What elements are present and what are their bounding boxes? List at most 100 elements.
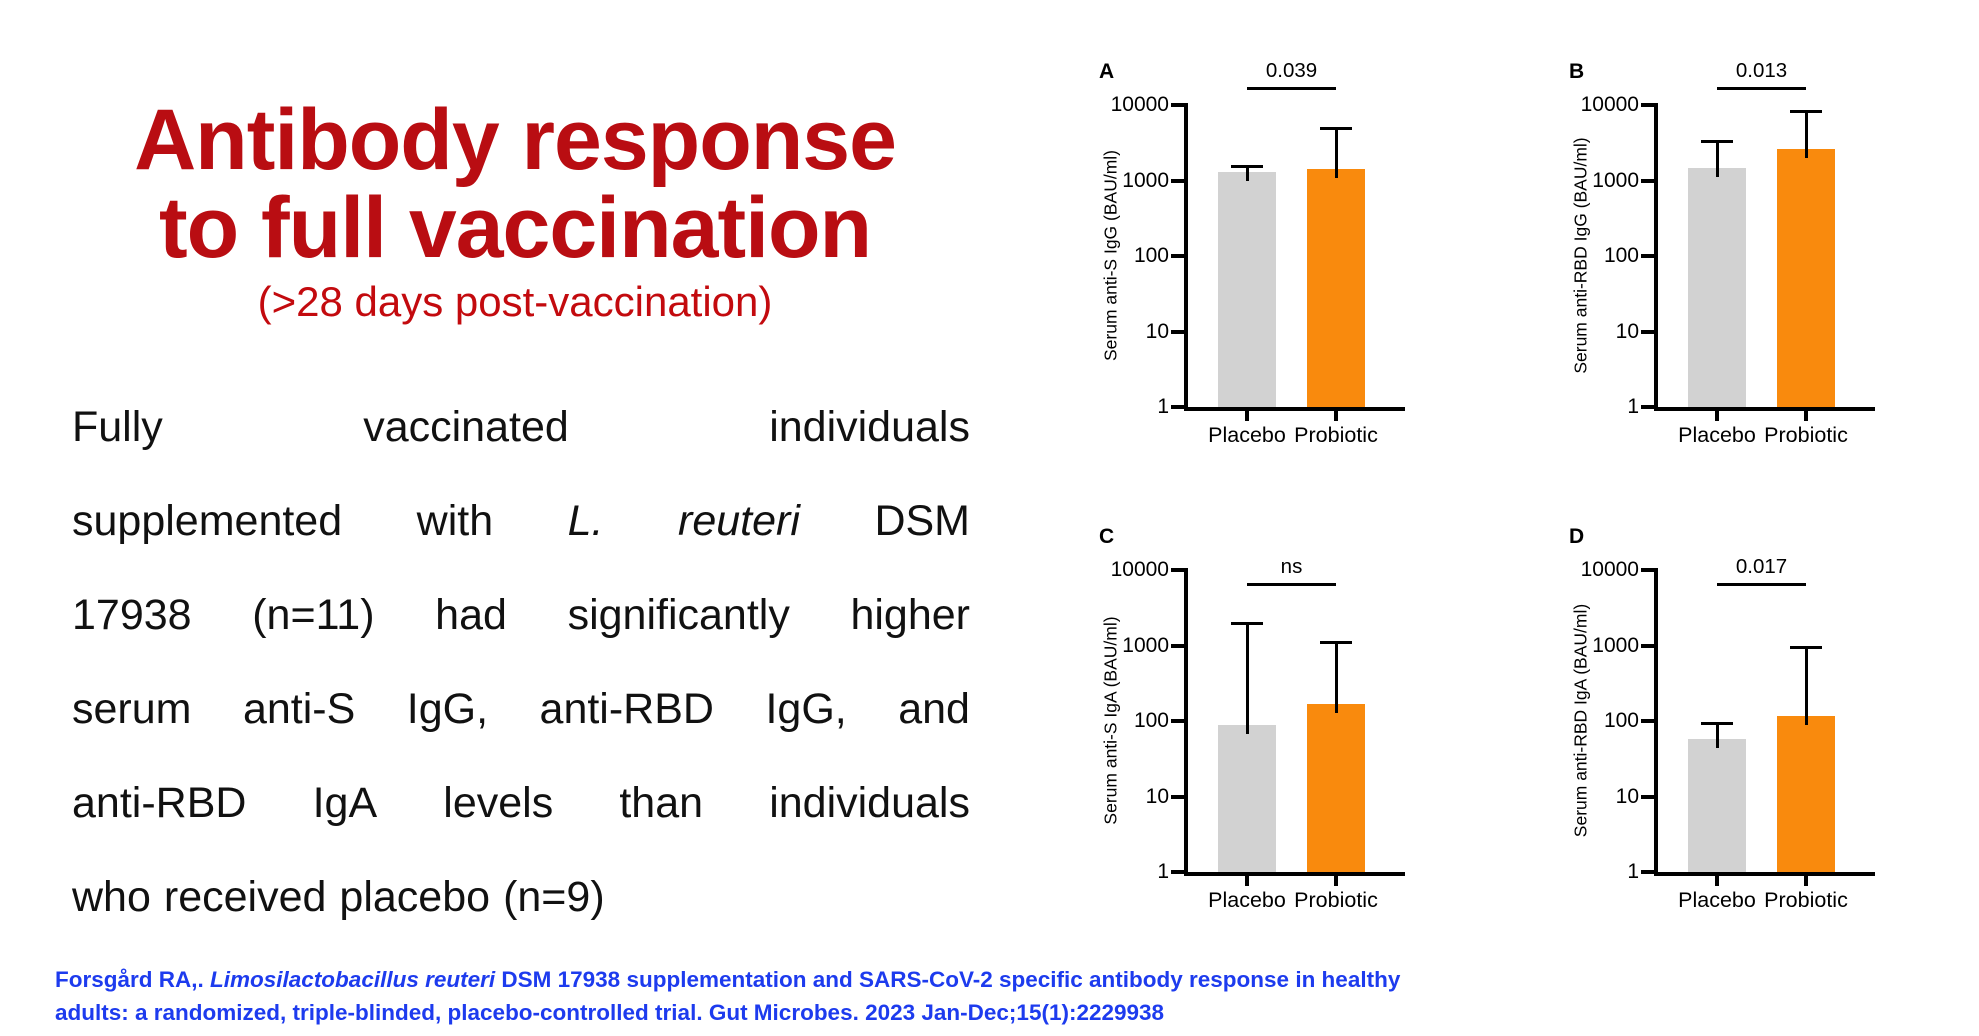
- paragraph-word: had: [435, 590, 507, 639]
- error-bar-cap: [1231, 165, 1263, 169]
- slide-title-line2: to full vaccination: [158, 180, 872, 276]
- y-axis-title: Serum anti-S IgG (BAU/ml): [1100, 149, 1121, 362]
- significance-label: 0.017: [1735, 555, 1788, 578]
- y-tick: [1641, 254, 1654, 258]
- paragraph-line: anti-RBD IgA levels than individuals: [72, 756, 970, 850]
- x-tick: [1804, 876, 1808, 886]
- y-tick: [1641, 794, 1654, 799]
- y-axis: [1184, 568, 1188, 876]
- paragraph-word: anti-RBD: [72, 778, 247, 827]
- paragraph-word: (n=9): [503, 872, 605, 921]
- paragraph-word: placebo: [339, 872, 491, 921]
- y-tick-label: 1: [1157, 860, 1169, 883]
- paragraph-word: serum: [72, 684, 192, 733]
- paragraph-word: IgA: [312, 778, 378, 827]
- y-tick: [1171, 719, 1184, 723]
- paragraph-word: 17938: [72, 590, 192, 639]
- citation-text: Forsgård RA,.: [55, 967, 211, 992]
- paragraph-word: anti-RBD: [539, 684, 714, 733]
- y-tick: [1641, 568, 1654, 572]
- error-bar-stem: [1245, 166, 1249, 181]
- significance-bracket: [1717, 87, 1806, 90]
- y-tick: [1641, 405, 1654, 409]
- y-tick-label: 100: [1133, 244, 1169, 267]
- bar-placebo: [1688, 738, 1746, 872]
- bar-probiotic: [1307, 703, 1365, 872]
- y-tick: [1171, 254, 1184, 258]
- chart-panel-c: C 1 10 100 1000 10000 Serum anti-S IgA (BAU/ml…: [1095, 503, 1435, 953]
- y-tick: [1641, 643, 1654, 648]
- x-category-label: Placebo: [1208, 888, 1286, 912]
- error-bar-cap: [1790, 109, 1822, 113]
- y-tick: [1641, 178, 1654, 183]
- significance-label: ns: [1280, 555, 1303, 578]
- x-axis: [1654, 872, 1875, 876]
- y-tick: [1171, 178, 1184, 183]
- y-tick-label: 1000: [1592, 633, 1639, 657]
- y-tick: [1641, 870, 1654, 874]
- paragraph-word: vaccinated: [363, 402, 569, 451]
- y-axis-title: Serum anti-RBD IgG (BAU/ml): [1570, 137, 1591, 374]
- y-tick-label: 10: [1615, 784, 1639, 808]
- y-tick-label: 1: [1627, 860, 1639, 883]
- y-tick: [1171, 643, 1184, 648]
- paragraph-word: levels: [443, 778, 554, 827]
- y-axis-title: Serum anti-RBD IgA (BAU/ml): [1570, 603, 1591, 838]
- error-bar-cap: [1320, 126, 1352, 130]
- bar-placebo: [1688, 168, 1746, 407]
- error-bar-stem: [1245, 622, 1249, 735]
- paragraph-line: supplemented with L. reuteri DSM: [72, 474, 970, 568]
- y-axis: [1654, 103, 1658, 411]
- x-category-label: Probiotic: [1294, 423, 1378, 447]
- y-tick: [1171, 568, 1184, 572]
- bar-probiotic: [1777, 716, 1835, 872]
- y-axis-title: Serum anti-S IgA (BAU/ml): [1100, 616, 1121, 825]
- paragraph-word: supplemented: [72, 496, 343, 545]
- slide-title-line1: Antibody response: [134, 92, 897, 188]
- x-category-label: Probiotic: [1764, 888, 1848, 912]
- x-tick: [1245, 411, 1249, 421]
- y-tick-label: 1000: [1122, 168, 1169, 192]
- chart-panel-d: D 1 10 100 1000 10000 Serum anti-RBD IgA (BAU/…: [1565, 503, 1905, 953]
- paragraph-word: reuteri: [678, 496, 800, 545]
- x-tick: [1245, 876, 1249, 886]
- y-tick: [1171, 405, 1184, 409]
- error-bar-cap: [1231, 621, 1263, 625]
- chart-panel-b: B 1 10 100 1000 10000 Serum anti-RBD IgG (BAU/…: [1565, 38, 1905, 488]
- y-tick-label: 1000: [1122, 633, 1169, 657]
- error-bar-cap: [1790, 646, 1822, 650]
- significance-bracket: [1247, 583, 1336, 586]
- error-bar-stem: [1804, 110, 1808, 159]
- bar-probiotic: [1777, 149, 1835, 407]
- x-category-label: Placebo: [1678, 423, 1756, 447]
- y-tick: [1171, 103, 1184, 107]
- paragraph-word: received: [163, 872, 327, 921]
- y-tick: [1171, 329, 1184, 334]
- bar-placebo: [1218, 171, 1276, 407]
- x-tick: [1804, 411, 1808, 421]
- y-tick-label: 1000: [1592, 168, 1639, 192]
- x-axis: [1654, 407, 1875, 411]
- error-bar-stem: [1334, 127, 1338, 179]
- significance-label: 0.039: [1265, 59, 1318, 82]
- x-tick: [1334, 411, 1338, 421]
- paragraph-word: and: [898, 684, 970, 733]
- bar-probiotic: [1307, 169, 1365, 407]
- panel-letter: B: [1569, 60, 1585, 83]
- error-bar-cap: [1701, 140, 1733, 144]
- paragraph-word: DSM: [874, 496, 970, 545]
- body-paragraph: Fully vaccinated individuals supplemented wi…: [72, 380, 970, 944]
- y-axis: [1654, 568, 1658, 876]
- x-category-label: Placebo: [1678, 888, 1756, 912]
- error-bar-stem: [1715, 141, 1719, 178]
- panel-letter: D: [1569, 525, 1585, 548]
- y-axis: [1184, 103, 1188, 411]
- y-tick: [1641, 719, 1654, 723]
- x-category-label: Placebo: [1208, 423, 1286, 447]
- citation-species-italic: Limosilactobacillus reuteri: [210, 967, 496, 992]
- y-tick-label: 10000: [1580, 558, 1639, 581]
- citation-line: Forsgård RA,. Limosilactobacillus reuter…: [55, 963, 1555, 996]
- y-tick-label: 10: [1145, 784, 1169, 808]
- panel-letter: A: [1099, 60, 1115, 83]
